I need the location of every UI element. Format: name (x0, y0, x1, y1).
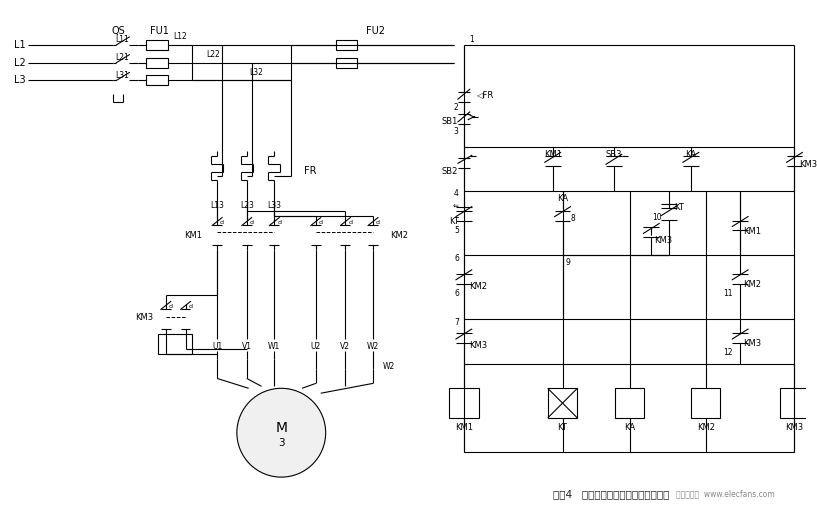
Text: KM1: KM1 (455, 423, 473, 432)
Text: KM2: KM2 (743, 280, 761, 289)
Text: L3: L3 (14, 76, 25, 85)
Text: V1: V1 (242, 342, 252, 351)
Text: d: d (250, 220, 253, 225)
Text: KM3: KM3 (785, 423, 804, 432)
Text: d: d (348, 220, 352, 225)
Text: U2: U2 (310, 342, 321, 351)
Text: KM3: KM3 (654, 236, 672, 245)
Bar (336, 40, 357, 50)
Text: W2: W2 (367, 342, 379, 351)
Text: KM2: KM2 (390, 231, 408, 240)
Text: 3: 3 (453, 127, 458, 136)
Text: L31: L31 (115, 71, 129, 80)
Text: SB3: SB3 (605, 150, 622, 159)
Text: M: M (275, 421, 288, 435)
Text: KM1: KM1 (185, 231, 203, 240)
Text: KM3: KM3 (469, 341, 487, 350)
Text: W2: W2 (383, 362, 395, 371)
Text: d: d (376, 220, 380, 225)
Bar (691, 388, 721, 418)
Text: W1: W1 (268, 342, 280, 351)
Text: KM3: KM3 (743, 339, 761, 349)
Bar (146, 58, 167, 68)
Text: 2: 2 (453, 103, 458, 111)
Text: 1: 1 (469, 35, 474, 44)
Text: FU2: FU2 (365, 26, 385, 36)
Text: ◁FR: ◁FR (475, 90, 493, 98)
Text: KT: KT (674, 203, 684, 212)
Text: L11: L11 (115, 35, 129, 44)
Text: d: d (189, 304, 193, 309)
Bar (158, 334, 193, 354)
Text: d: d (319, 220, 323, 225)
Bar (336, 58, 357, 68)
Bar (779, 388, 810, 418)
Text: SB2: SB2 (441, 167, 458, 176)
Text: KM1: KM1 (543, 150, 561, 159)
Text: U1: U1 (212, 342, 222, 351)
Bar (547, 388, 578, 418)
Text: KM3: KM3 (135, 313, 153, 322)
Text: SB1: SB1 (441, 117, 458, 126)
Text: 7: 7 (454, 318, 459, 327)
Text: QS: QS (112, 26, 125, 36)
Text: KM3: KM3 (799, 160, 817, 169)
Text: 6: 6 (454, 289, 459, 298)
Text: 3: 3 (278, 438, 284, 448)
Text: KA: KA (624, 423, 635, 432)
Text: KM2: KM2 (469, 282, 487, 291)
Text: 6: 6 (454, 254, 459, 263)
Text: d: d (277, 220, 281, 225)
Text: 9: 9 (565, 258, 570, 267)
Text: 附图4   时间继电器控制双速电机线路图: 附图4 时间继电器控制双速电机线路图 (552, 489, 669, 499)
Text: 5: 5 (454, 226, 459, 235)
Text: L23: L23 (240, 201, 253, 210)
Text: d: d (169, 304, 172, 309)
Text: ⇐: ⇐ (453, 204, 459, 210)
Text: 11: 11 (724, 289, 733, 298)
Text: L22: L22 (207, 50, 220, 59)
Text: 8: 8 (570, 214, 575, 223)
Text: FU1: FU1 (150, 26, 169, 36)
Text: KA: KA (685, 150, 696, 159)
Text: KM2: KM2 (697, 423, 715, 432)
Text: 12: 12 (724, 348, 733, 357)
Text: KM1: KM1 (743, 227, 761, 236)
Text: d: d (220, 220, 224, 225)
Text: L1: L1 (14, 40, 25, 50)
Text: L12: L12 (174, 32, 187, 42)
Text: L2: L2 (14, 58, 25, 68)
Bar (146, 40, 167, 50)
Text: FR: FR (304, 166, 316, 176)
Text: 10: 10 (653, 213, 662, 222)
Text: KA: KA (557, 194, 568, 203)
Circle shape (237, 388, 326, 477)
Text: 4: 4 (454, 189, 459, 199)
Bar (449, 388, 479, 418)
Text: 电子发烧友  www.elecfans.com: 电子发烧友 www.elecfans.com (676, 489, 775, 499)
Text: V2: V2 (341, 342, 350, 351)
Bar (146, 76, 167, 85)
Text: L13: L13 (210, 201, 224, 210)
Text: KT: KT (449, 217, 459, 226)
Text: L33: L33 (267, 201, 281, 210)
Text: L32: L32 (250, 68, 264, 77)
Bar (615, 388, 645, 418)
Text: KT: KT (558, 423, 568, 432)
Text: L21: L21 (115, 53, 129, 62)
